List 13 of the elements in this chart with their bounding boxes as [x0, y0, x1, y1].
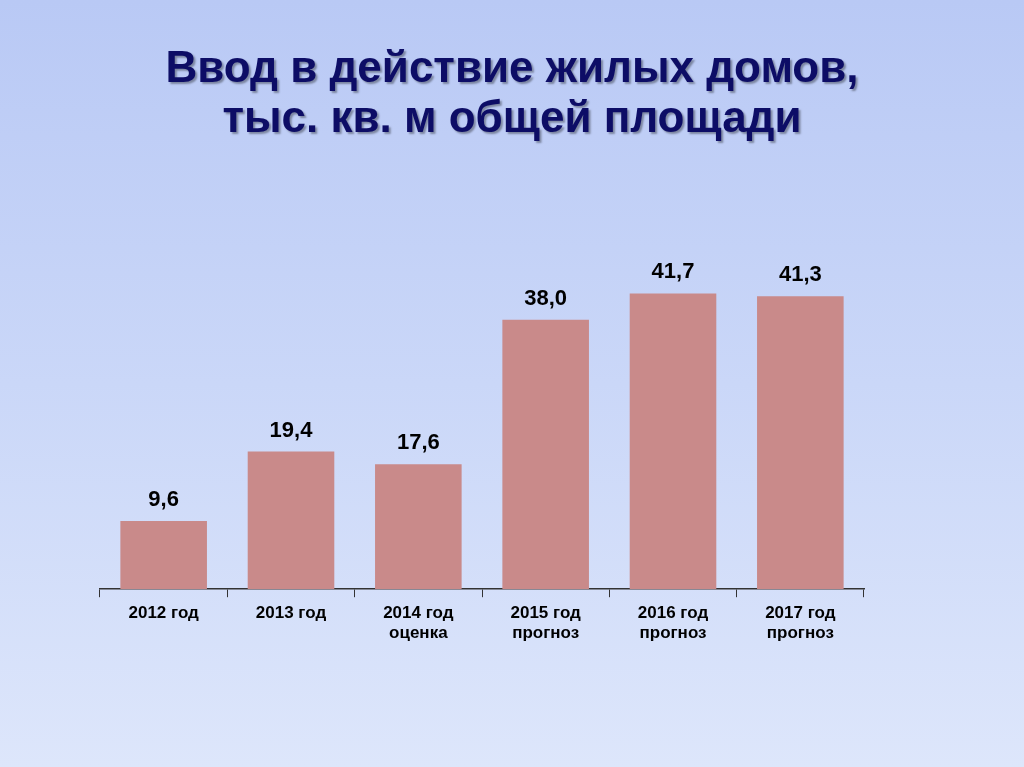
data-label: 9,6 [148, 486, 179, 512]
x-tick-label: 2014 год оценка [383, 603, 454, 643]
x-tick-label: 2013 год [255, 603, 327, 623]
data-label: 41,7 [651, 258, 695, 284]
data-label: 38,0 [524, 284, 568, 310]
data-label: 41,3 [778, 261, 822, 287]
x-tick-label: 2016 год прогноз [637, 603, 709, 643]
chart-title: Ввод в действие жилых домов, тыс. кв. м общей площади [164, 42, 860, 142]
x-tick-label: 2017 год прогноз [765, 603, 836, 643]
data-label: 17,6 [396, 429, 440, 455]
data-label: 19,4 [269, 416, 314, 442]
x-tick-label: 2015 год прогноз [510, 603, 582, 643]
x-tick-label: 2012 год [128, 603, 200, 623]
